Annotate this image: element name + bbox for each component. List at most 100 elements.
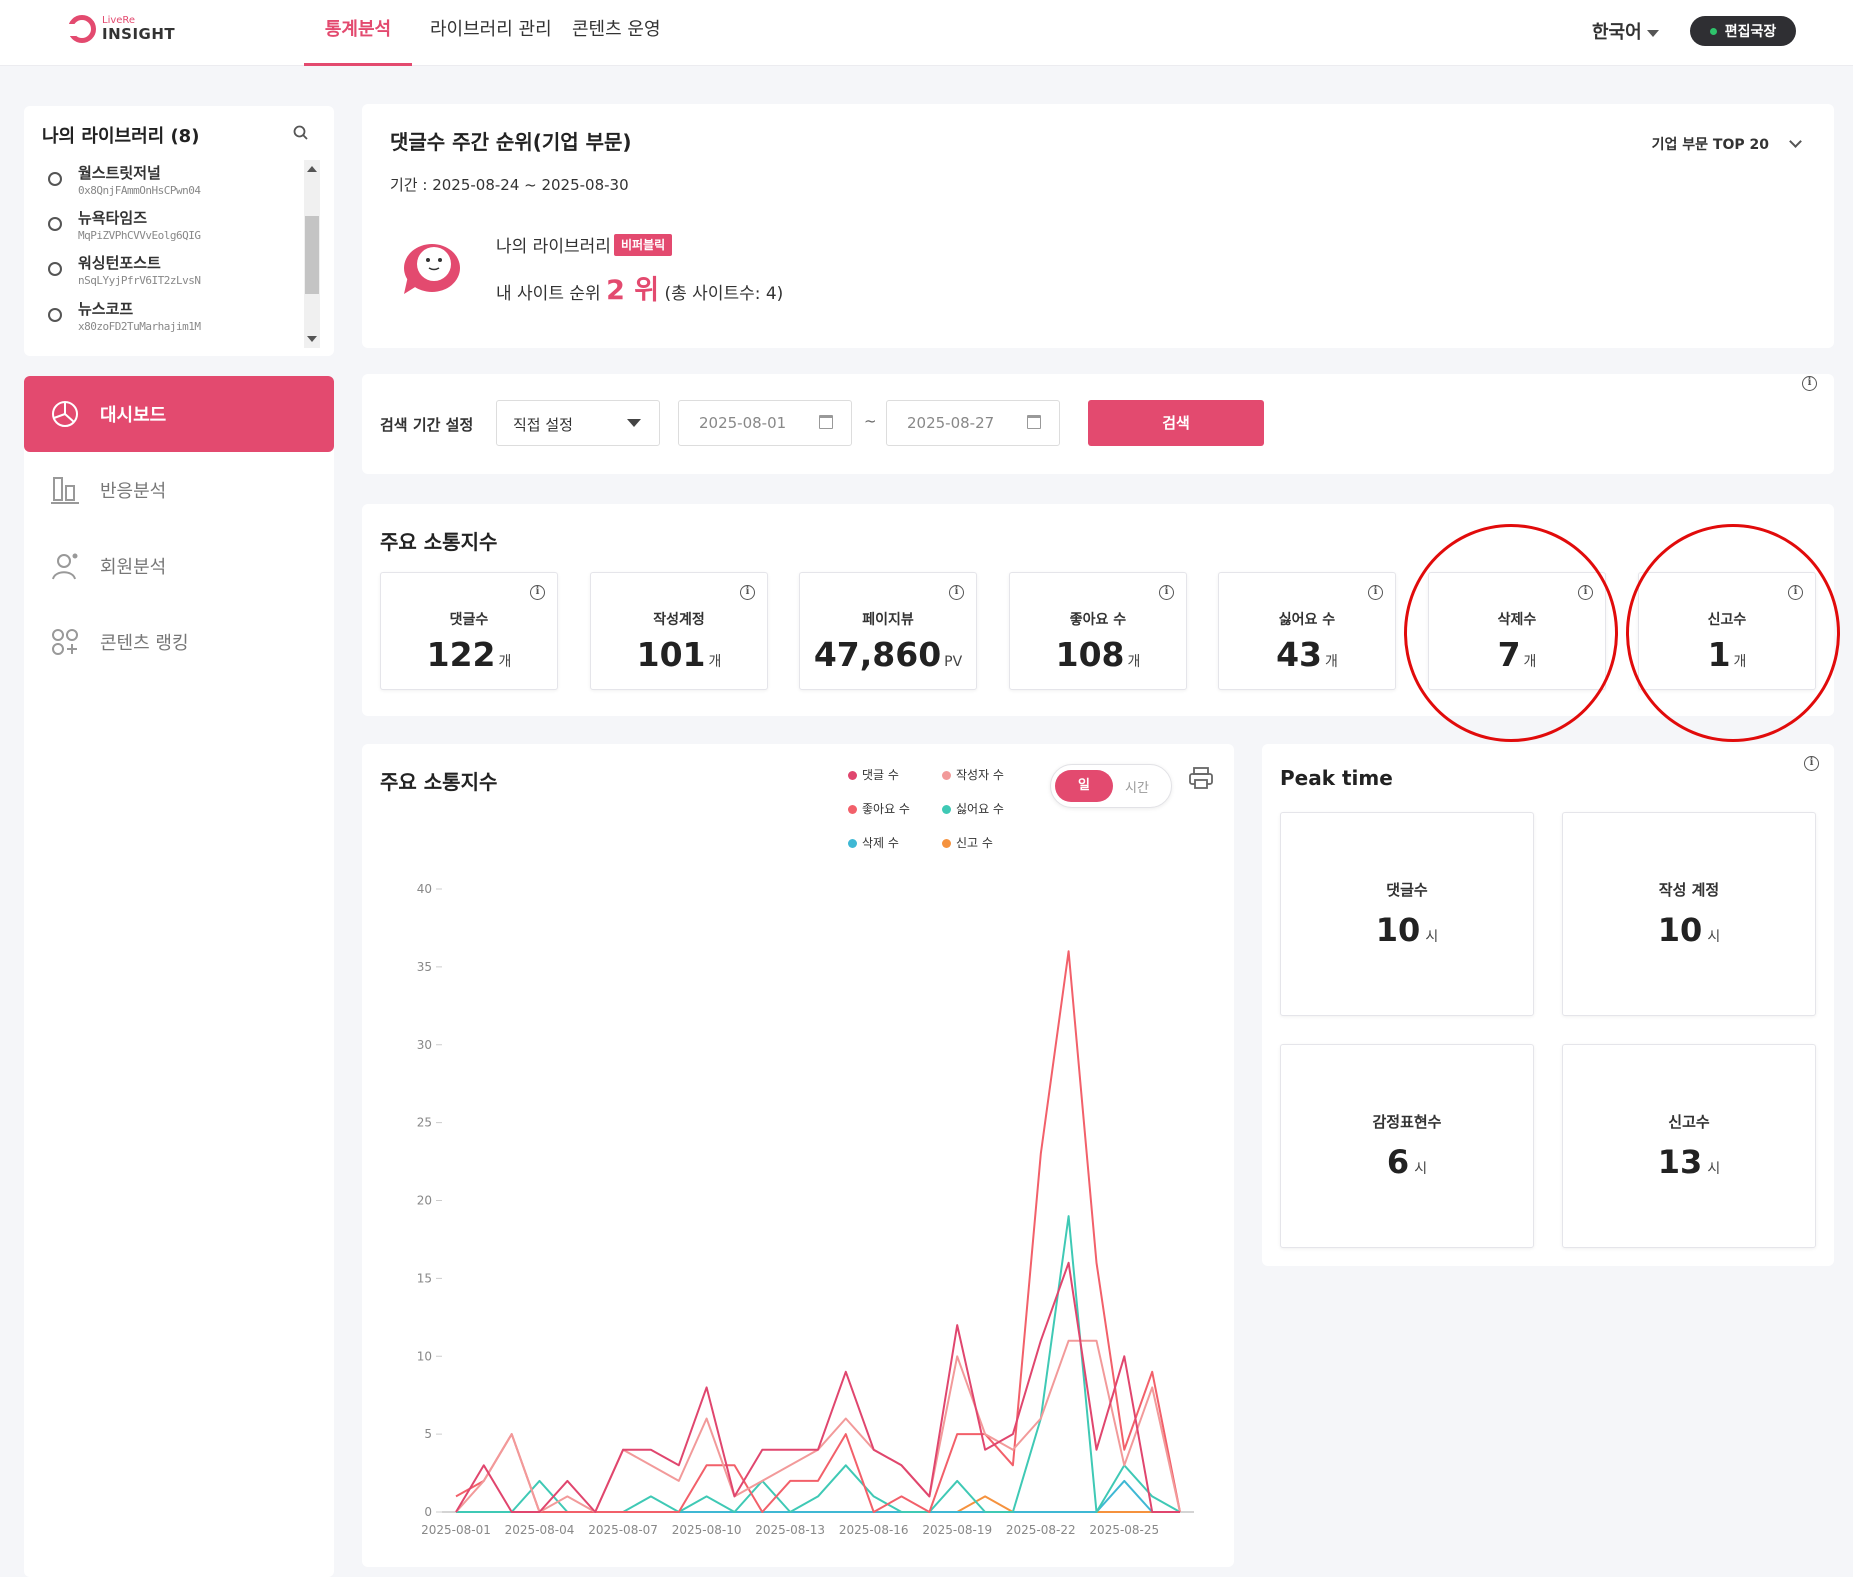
metric-label: 좋아요 수	[1069, 612, 1127, 628]
start-date-input[interactable]: 2025-08-01	[678, 400, 852, 446]
legend-label: 싫어요 수	[956, 802, 1004, 816]
peak-value: 6	[1386, 1143, 1410, 1181]
site-rank-value: 2 위	[606, 275, 660, 306]
info-icon[interactable]: i	[740, 585, 755, 600]
metric-unit: 개	[1127, 654, 1141, 670]
y-tick-label: 0	[424, 1505, 432, 1519]
day-hour-toggle[interactable]: 일 시간	[1050, 764, 1172, 808]
period-select-value: 직접 설정	[513, 416, 573, 434]
peak-unit: 시	[1707, 1161, 1721, 1177]
sidebar-menu: 대시보드 반응분석 회원분석 콘텐츠 랭킹	[24, 376, 334, 1577]
mascot-icon	[404, 244, 460, 294]
metric-value: 101	[636, 635, 706, 674]
period-select[interactable]: 직접 설정	[496, 400, 660, 446]
toggle-day[interactable]: 일	[1055, 770, 1113, 802]
info-icon[interactable]: i	[1159, 585, 1174, 600]
metric-value: 43	[1276, 635, 1323, 674]
user-role-label: 편집국장	[1724, 24, 1777, 40]
legend-item[interactable]: 삭제 수	[848, 834, 899, 851]
legend-label: 삭제 수	[862, 836, 899, 850]
metric-label: 페이지뷰	[862, 612, 914, 628]
metrics-chart-card: 주요 소통지수 댓글 수 작성자 수 좋아요 수 싫어요 수 삭제 수 신고 수…	[362, 744, 1234, 1567]
y-tick-label: 10	[417, 1349, 432, 1363]
x-tick-label: 2025-08-25	[1089, 1523, 1159, 1537]
x-tick-label: 2025-08-22	[1006, 1523, 1076, 1537]
nav-tab-library-management[interactable]: 라이브러리 관리	[430, 19, 552, 40]
rank-scope-dropdown[interactable]: 기업 부문 TOP 20	[1652, 134, 1802, 154]
y-tick-label: 25	[417, 1116, 432, 1130]
library-id: 0x8QnjFAmmOnHsCPwn04	[78, 184, 201, 197]
search-icon[interactable]	[292, 124, 310, 142]
info-icon[interactable]: i	[530, 585, 545, 600]
info-icon[interactable]: i	[1368, 585, 1383, 600]
toggle-hour[interactable]: 시간	[1125, 781, 1149, 796]
metric-unit: 개	[708, 654, 722, 670]
nav-tab-statistics[interactable]: 통계분석	[304, 0, 412, 66]
radio-button[interactable]	[48, 308, 62, 322]
peak-unit: 시	[1707, 929, 1721, 945]
library-id: MqPiZVPhCVVvEolg6QIG	[78, 229, 201, 242]
rank-period: 기간 : 2025-08-24 ~ 2025-08-30	[390, 176, 629, 194]
liveRe-insight-logo[interactable]: LiveRe INSIGHT	[68, 12, 175, 46]
library-item[interactable]: 워싱턴포스트 nSqLYyjPfrV6IT2zLvsN	[48, 250, 288, 294]
weekly-rank-card: 댓글수 주간 순위(기업 부문) 기간 : 2025-08-24 ~ 2025-…	[362, 104, 1834, 348]
legend-item[interactable]: 좋아요 수	[848, 800, 910, 817]
calendar-icon[interactable]	[819, 415, 833, 429]
scroll-up-icon[interactable]	[307, 166, 317, 172]
bar-columns-icon	[51, 477, 79, 504]
x-tick-label: 2025-08-13	[755, 1523, 825, 1537]
library-item[interactable]: 뉴욕타임즈 MqPiZVPhCVVvEolg6QIG	[48, 205, 288, 249]
key-metrics-card: 주요 소통지수 i 댓글수 122 개 i 작성계정 101 개 i 페이지뷰 47,860 PV…	[362, 504, 1840, 742]
sidebar-item-member-analysis[interactable]: 회원분석	[24, 528, 334, 604]
search-button[interactable]: 검색	[1088, 400, 1264, 446]
calendar-icon[interactable]	[1027, 415, 1041, 429]
legend-item[interactable]: 댓글 수	[848, 766, 899, 783]
sidebar-item-content-ranking[interactable]: 콘텐츠 랭킹	[24, 604, 334, 680]
y-tick-label: 15	[417, 1271, 432, 1285]
info-icon[interactable]: i	[1802, 376, 1817, 391]
end-date-input[interactable]: 2025-08-27	[886, 400, 1060, 446]
legend-label: 댓글 수	[862, 768, 899, 782]
scroll-down-icon[interactable]	[307, 336, 317, 342]
metric-pageviews: i 페이지뷰 47,860 PV	[799, 572, 977, 690]
grid-dots-icon	[52, 629, 78, 655]
library-id: x80zoFD2TuMarhajim1M	[78, 320, 201, 333]
library-name: 월스트릿저널	[78, 164, 161, 182]
print-icon[interactable]	[1188, 766, 1214, 790]
metric-comments: i 댓글수 122 개	[380, 572, 558, 690]
rank-title: 댓글수 주간 순위(기업 부문)	[390, 130, 632, 154]
sidebar-item-label: 회원분석	[100, 557, 167, 578]
y-tick-label: 5	[424, 1427, 432, 1441]
info-icon[interactable]: i	[1804, 756, 1819, 771]
metric-value: 108	[1055, 635, 1125, 674]
caret-down-icon	[1646, 29, 1659, 37]
highlight-circle-deletions	[1404, 524, 1618, 742]
scrollbar-thumb[interactable]	[305, 216, 319, 294]
language-selector[interactable]: 한국어	[1592, 18, 1659, 44]
metric-label: 댓글수	[449, 612, 489, 628]
library-scrollbar[interactable]	[304, 160, 320, 348]
legend-label: 신고 수	[956, 836, 993, 850]
caret-down-icon	[627, 419, 641, 427]
legend-item[interactable]: 작성자 수	[942, 766, 1004, 783]
library-item[interactable]: 월스트릿저널 0x8QnjFAmmOnHsCPwn04	[48, 160, 288, 204]
metrics-title: 주요 소통지수	[380, 530, 498, 554]
online-status-icon	[1709, 27, 1717, 35]
legend-item[interactable]: 싫어요 수	[942, 800, 1004, 817]
sidebar-item-reaction-analysis[interactable]: 반응분석	[24, 452, 334, 528]
radio-button[interactable]	[48, 262, 62, 276]
my-library-label: 나의 라이브러리	[496, 237, 611, 257]
metric-label: 싫어요 수	[1278, 612, 1336, 628]
y-tick-label: 35	[417, 960, 432, 974]
radio-button[interactable]	[48, 217, 62, 231]
legend-dot-icon	[942, 771, 951, 780]
sidebar-item-dashboard[interactable]: 대시보드	[24, 376, 334, 452]
legend-item[interactable]: 신고 수	[942, 834, 993, 851]
library-item[interactable]: 뉴스코프 x80zoFD2TuMarhajim1M	[48, 296, 288, 340]
end-date-value: 2025-08-27	[907, 414, 995, 432]
info-icon[interactable]: i	[949, 585, 964, 600]
radio-button[interactable]	[48, 172, 62, 186]
nav-tab-content-operation[interactable]: 콘텐츠 운영	[572, 19, 661, 40]
status-badge: 비퍼블릭	[614, 234, 673, 256]
user-role-badge[interactable]: 편집국장	[1690, 16, 1796, 46]
